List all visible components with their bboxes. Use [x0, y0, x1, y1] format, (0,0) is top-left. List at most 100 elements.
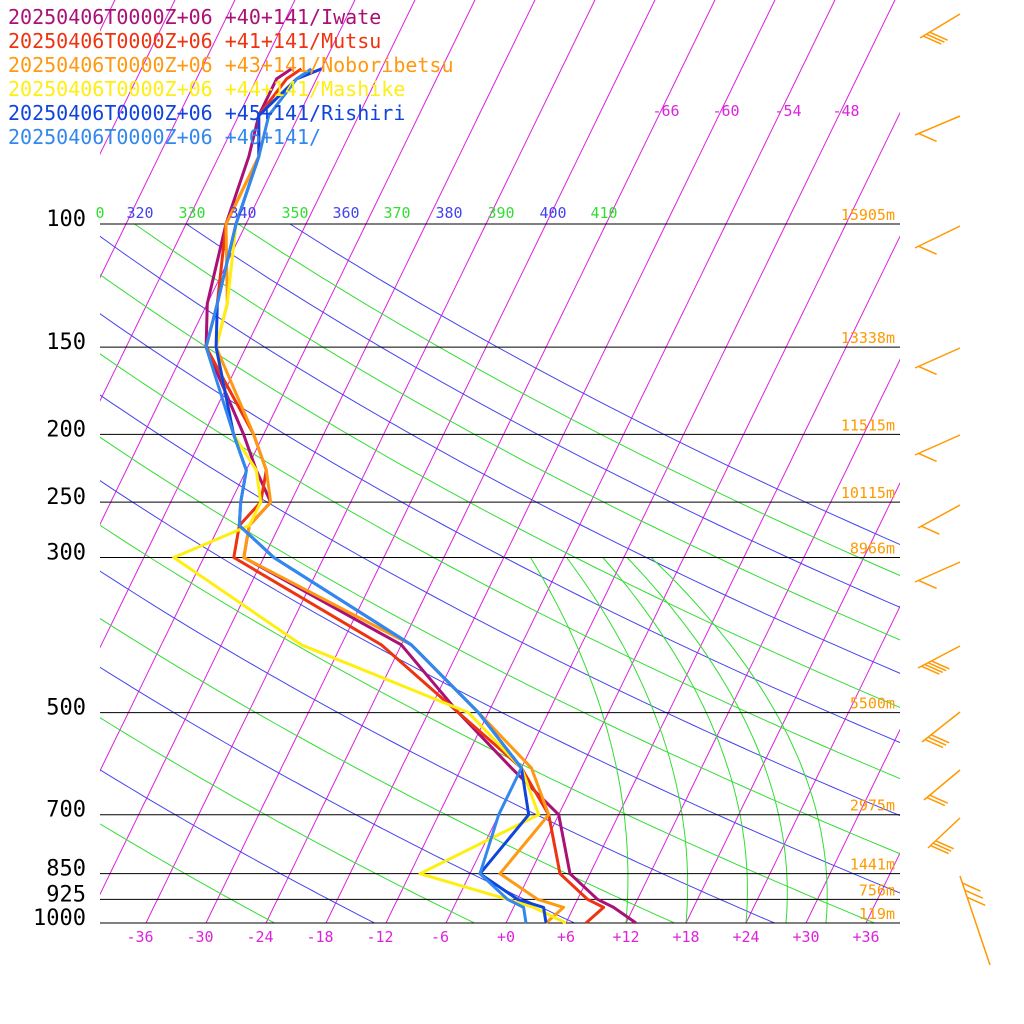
wind-barb-flag [930, 734, 950, 744]
pressure-label: 925 [46, 882, 86, 907]
pressure-label: 850 [46, 857, 86, 882]
temperature-tick-label: +36 [852, 928, 879, 946]
wind-barb [921, 711, 961, 749]
height-label: 10115m [841, 484, 895, 502]
moist-adiabat-line [602, 557, 748, 923]
temperature-tick-label: +24 [732, 928, 759, 946]
wind-barb [914, 347, 961, 376]
temperature-tick-label: -24 [246, 928, 273, 946]
wind-barb-flag [966, 896, 986, 907]
pressure-label: 700 [46, 798, 86, 823]
temperature-tick-label: -12 [366, 928, 393, 946]
wind-barb-flag [926, 33, 945, 43]
wind-barb [959, 875, 991, 966]
wind-barb [917, 504, 961, 535]
wind-barbs [914, 13, 991, 966]
axis-labels: 100 15905m 150 13338m 200 11515m 250 10115m 300 8… [33, 102, 895, 946]
temperature-tick-label: +18 [672, 928, 699, 946]
moist-adiabat-line [530, 557, 629, 923]
wind-barb-flag [918, 452, 937, 463]
theta-label: 380 [435, 204, 462, 222]
pressure-label: 300 [46, 541, 86, 566]
wind-barb-flag [926, 796, 946, 807]
theta-label: 330 [178, 204, 205, 222]
theta-label: 390 [487, 204, 514, 222]
wind-barb-flag [927, 736, 947, 746]
wind-barb-flag [924, 663, 944, 674]
wind-barb-staff [914, 561, 961, 583]
wind-barb-flag [930, 844, 949, 855]
wind-barb-flag [931, 660, 950, 670]
wind-barb-flag [922, 35, 942, 45]
temperature-tick-label: +0 [497, 928, 515, 946]
wind-barb-flag [935, 840, 954, 850]
isotherm-line [805, 728, 900, 923]
legend-entry: 20250406T0000Z+06 +46+141/ [8, 125, 321, 149]
legend-entry: 20250406T0000Z+06 +43+141/Noboribetsu [8, 53, 454, 77]
wind-barb [914, 225, 961, 255]
sounding-line [214, 67, 566, 925]
height-label: 119m [859, 905, 895, 923]
pressure-label: 1000 [33, 906, 86, 931]
pressure-label: 200 [46, 417, 86, 442]
wind-barb-flag [924, 738, 944, 749]
wind-barb-staff [914, 434, 961, 456]
height-label: 5500m [850, 695, 895, 713]
wind-barb-flag [918, 132, 937, 143]
upper-isotherm-label: -48 [832, 102, 859, 120]
legend: 20250406T0000Z+06 +40+141/Iwate20250406T… [8, 5, 454, 149]
wind-barb-flag [921, 665, 940, 675]
height-label: 11515m [841, 416, 895, 434]
height-label: 8966m [850, 540, 895, 558]
wind-barb-staff [914, 347, 961, 369]
temperature-tick-label: -6 [431, 928, 449, 946]
height-label: 1441m [850, 856, 895, 874]
sounding-line [204, 67, 528, 924]
theta-label: 370 [383, 204, 410, 222]
temperature-tick-label: -36 [126, 928, 153, 946]
theta-label: 340 [229, 204, 256, 222]
wind-barb [919, 13, 961, 45]
height-label: 13338m [841, 329, 895, 347]
wind-barb-flag [918, 579, 937, 590]
theta-label: 400 [539, 204, 566, 222]
upper-isotherm-label: -66 [652, 102, 679, 120]
wind-barb-flag [964, 889, 984, 899]
wind-barb [914, 115, 961, 143]
wind-barb-staff [914, 115, 961, 136]
wind-barb-flag [918, 245, 937, 255]
pressure-label: 150 [46, 330, 86, 355]
wind-barb-flag [929, 794, 949, 804]
wind-barb-flag [927, 662, 947, 672]
wind-barb-staff [914, 225, 961, 249]
temperature-tick-label: +6 [557, 928, 575, 946]
isotherm-line [865, 851, 900, 923]
wind-barb [923, 769, 961, 807]
wind-barb-flag [921, 525, 940, 535]
legend-entry: 20250406T0000Z+06 +41+141/Mutsu [8, 29, 381, 53]
temperature-tick-label: -18 [306, 928, 333, 946]
legend-entry: 20250406T0000Z+06 +40+141/Iwate [8, 5, 381, 29]
theta-label: 350 [281, 204, 308, 222]
wind-barb-flag [929, 31, 948, 41]
sounding-series [172, 67, 637, 925]
theta-label: 0 [95, 204, 104, 222]
legend-entry: 20250406T0000Z+06 +45+141/Rishiri [8, 101, 405, 125]
pressure-label: 250 [46, 485, 86, 510]
theta-label: 360 [332, 204, 359, 222]
temperature-tick-label: +12 [612, 928, 639, 946]
height-label: 15905m [841, 206, 895, 224]
height-label: 756m [859, 881, 895, 899]
moist-adiabat-lines [530, 557, 828, 923]
temperature-tick-label: +30 [792, 928, 819, 946]
moist-adiabat-line [626, 557, 788, 923]
pressure-label: 500 [46, 696, 86, 721]
isotherm-line [745, 605, 900, 923]
wind-barb-flag [918, 365, 937, 376]
wind-barb-flag [962, 882, 981, 892]
wind-barb [927, 817, 961, 855]
theta-label: 410 [590, 204, 617, 222]
legend-entry: 20250406T0000Z+06 +44+141/Mashike [8, 77, 405, 101]
wind-barb-staff [917, 504, 961, 529]
